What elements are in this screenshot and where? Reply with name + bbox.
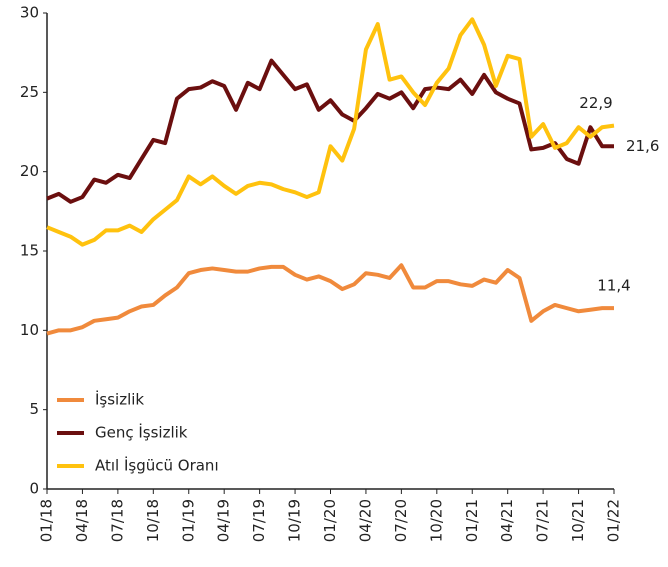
- y-tick-label: 25: [20, 83, 39, 101]
- x-tick-label: 10/21: [569, 499, 587, 542]
- series-line: [46, 17, 615, 247]
- x-tick-label: 04/20: [356, 499, 374, 542]
- x-tick-label: 01/22: [605, 499, 623, 542]
- legend-label: Genç İşsizlik: [95, 423, 188, 442]
- x-tick-label: 10/18: [144, 499, 162, 542]
- x-tick-label: 01/19: [179, 499, 197, 542]
- y-tick-label: 30: [20, 4, 39, 22]
- y-tick-label: 5: [29, 400, 39, 418]
- value-label: 21,6: [626, 137, 659, 155]
- x-tick-label: 01/18: [38, 499, 56, 542]
- value-label: 22,9: [579, 94, 612, 112]
- y-tick-label: 15: [20, 242, 39, 260]
- legend-label: Atıl İşgücü Oranı: [95, 456, 219, 475]
- x-tick-label: 07/20: [392, 499, 410, 542]
- x-tick-label: 04/19: [215, 499, 233, 542]
- x-tick-label: 07/18: [108, 499, 126, 542]
- x-tick-label: 07/19: [250, 499, 268, 542]
- x-tick-label: 07/21: [534, 499, 552, 542]
- y-tick-label: 0: [29, 480, 39, 498]
- series-line: [46, 58, 614, 204]
- series-line: [46, 263, 614, 336]
- legend-label: İşsizlik: [95, 390, 144, 409]
- y-tick-label: 20: [20, 162, 39, 180]
- x-tick-label: 10/19: [286, 499, 304, 542]
- value-label: 11,4: [597, 277, 630, 295]
- x-tick-label: 10/20: [427, 499, 445, 542]
- x-tick-label: 04/18: [73, 499, 91, 542]
- y-tick-label: 10: [20, 321, 39, 339]
- x-tick-label: 01/20: [321, 499, 339, 542]
- x-tick-label: 01/21: [463, 499, 481, 542]
- x-tick-label: 04/21: [498, 499, 516, 542]
